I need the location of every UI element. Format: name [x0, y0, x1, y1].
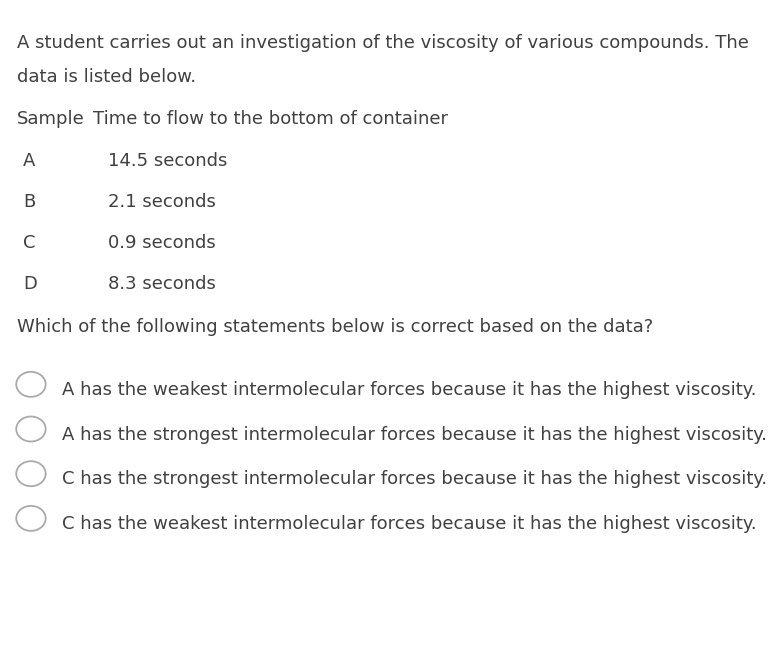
Text: A has the strongest intermolecular forces because it has the highest viscosity.: A has the strongest intermolecular force… [62, 426, 767, 443]
Text: A has the weakest intermolecular forces because it has the highest viscosity.: A has the weakest intermolecular forces … [62, 381, 756, 399]
Text: 0.9 seconds: 0.9 seconds [108, 234, 216, 252]
Text: 14.5 seconds: 14.5 seconds [108, 152, 228, 170]
Text: A student carries out an investigation of the viscosity of various compounds. Th: A student carries out an investigation o… [17, 34, 749, 52]
Text: D: D [23, 275, 37, 292]
Text: 2.1 seconds: 2.1 seconds [108, 193, 216, 211]
Text: C has the weakest intermolecular forces because it has the highest viscosity.: C has the weakest intermolecular forces … [62, 515, 756, 533]
Text: C has the strongest intermolecular forces because it has the highest viscosity.: C has the strongest intermolecular force… [62, 470, 767, 488]
Text: data is listed below.: data is listed below. [17, 68, 196, 86]
Text: Time to flow to the bottom of container: Time to flow to the bottom of container [93, 110, 448, 128]
Text: 8.3 seconds: 8.3 seconds [108, 275, 216, 292]
Text: Sample: Sample [17, 110, 85, 128]
Text: C: C [23, 234, 36, 252]
Text: Which of the following statements below is correct based on the data?: Which of the following statements below … [17, 318, 653, 336]
Text: B: B [23, 193, 36, 211]
Text: A: A [23, 152, 36, 170]
